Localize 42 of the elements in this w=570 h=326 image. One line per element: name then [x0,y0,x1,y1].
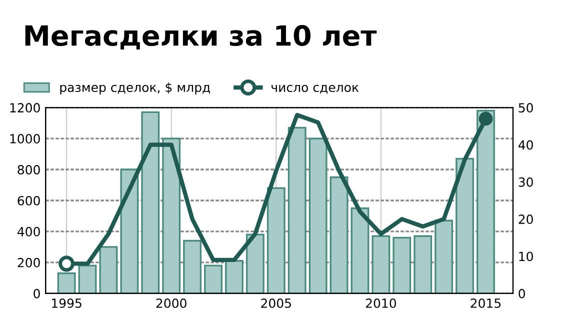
x-tick-label: 2015 [470,298,501,308]
chart-title: Мегасделки за 10 лет [25,25,377,50]
y2-tick-label: 0 [518,288,525,298]
x-tick-label: 2005 [261,298,291,308]
bar [434,220,454,294]
legend-label: размер сделок, $ млрд [60,82,210,94]
y-tick-label: 800 [18,164,40,174]
bar [204,264,222,294]
bar [162,138,181,294]
bar [57,272,76,294]
bar [78,264,97,294]
bar [414,235,432,294]
x-tick-label: 1995 [52,298,82,308]
bar [183,240,202,294]
y2-tick-label: 20 [518,214,533,224]
bar [99,246,118,294]
bar [246,234,264,294]
bar [141,111,160,294]
x-tick-label: 2010 [366,298,396,308]
y-tick-label: 0 [34,288,40,298]
bar [350,207,370,294]
y2-tick-label: 10 [519,252,533,262]
bar [330,176,348,294]
y-tick-label: 200 [18,258,40,268]
x-tick-label: 2000 [156,298,186,308]
bar [288,126,306,294]
bar [120,168,139,294]
y2-tick-label: 40 [518,140,533,150]
y-tick-label: 1200 [10,103,40,113]
legend-label: число сделок [272,84,359,94]
bar [456,158,474,294]
bar [392,236,412,294]
y-tick-label: 1000 [10,134,40,144]
bar [476,110,495,294]
bar [225,260,244,294]
bar [372,235,390,294]
bar [266,187,286,294]
bar [308,138,328,294]
y2-tick-label: 30 [518,177,533,187]
y-tick-label: 600 [18,196,40,206]
y2-tick-label: 50 [518,103,533,113]
y-tick-label: 400 [17,226,40,236]
